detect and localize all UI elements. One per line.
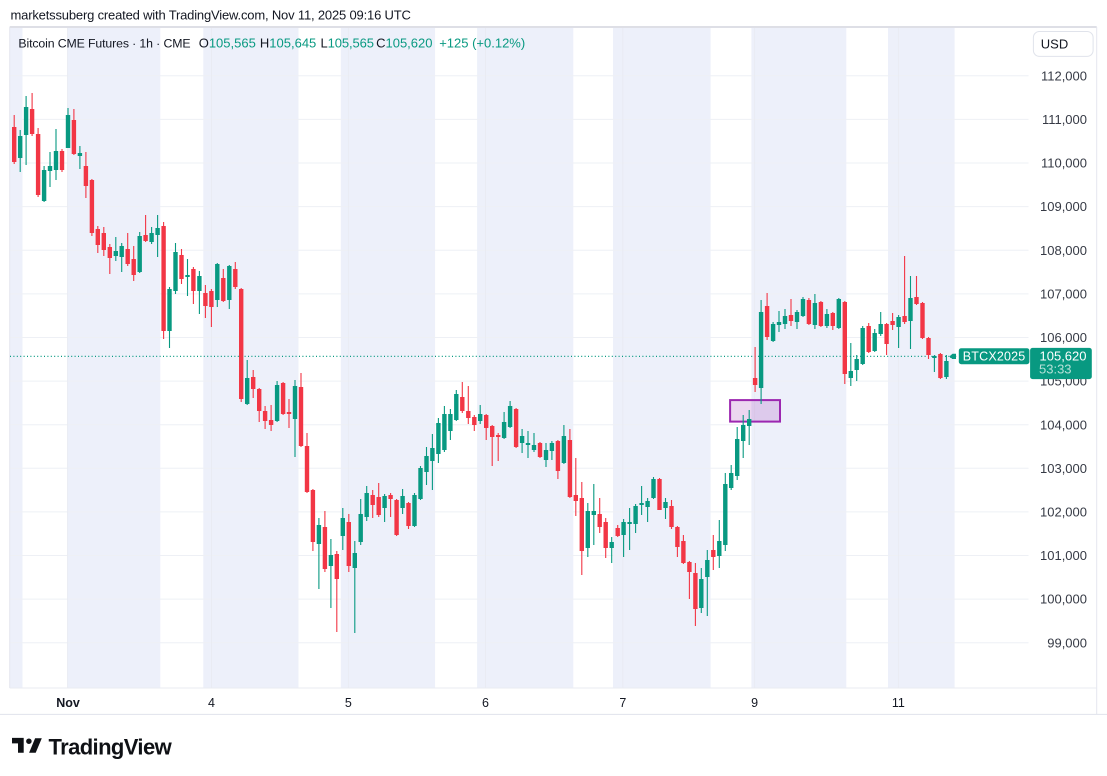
svg-text:H105,645: H105,645 — [260, 36, 316, 51]
svg-text:7: 7 — [619, 696, 626, 710]
svg-text:106,000: 106,000 — [1040, 330, 1087, 345]
svg-text:53:33: 53:33 — [1039, 362, 1072, 377]
svg-text:marketssuberg created with Tra: marketssuberg created with TradingView.c… — [11, 8, 411, 23]
svg-text:O105,565: O105,565 — [199, 36, 256, 51]
svg-text:C105,620: C105,620 — [376, 36, 432, 51]
svg-text:USD: USD — [1041, 37, 1068, 52]
svg-text:9: 9 — [751, 696, 758, 710]
svg-text:11: 11 — [892, 696, 905, 710]
svg-text:104,000: 104,000 — [1040, 417, 1087, 432]
svg-text:112,000: 112,000 — [1041, 68, 1087, 83]
svg-text:Bitcoin CME Futures · 1h · CME: Bitcoin CME Futures · 1h · CME — [18, 37, 190, 51]
svg-text:99,000: 99,000 — [1047, 635, 1087, 650]
svg-text:BTCX2025: BTCX2025 — [963, 349, 1026, 363]
svg-text:Nov: Nov — [56, 696, 80, 710]
svg-text:111,000: 111,000 — [1042, 112, 1087, 127]
svg-text:105,620: 105,620 — [1040, 349, 1087, 364]
svg-text:108,000: 108,000 — [1040, 243, 1087, 258]
svg-text:101,000: 101,000 — [1040, 548, 1087, 563]
svg-text:103,000: 103,000 — [1040, 461, 1087, 476]
svg-text:109,000: 109,000 — [1040, 199, 1087, 214]
svg-text:110,000: 110,000 — [1041, 156, 1087, 171]
svg-text:6: 6 — [482, 696, 489, 710]
svg-text:5: 5 — [345, 696, 352, 710]
svg-text:102,000: 102,000 — [1040, 505, 1087, 520]
svg-text:4: 4 — [208, 696, 215, 710]
svg-text:TradingView: TradingView — [49, 734, 173, 759]
svg-text:+125 (+0.12%): +125 (+0.12%) — [439, 36, 525, 51]
svg-text:107,000: 107,000 — [1040, 287, 1087, 302]
svg-text:L105,565: L105,565 — [321, 36, 374, 51]
svg-text:100,000: 100,000 — [1040, 592, 1087, 607]
